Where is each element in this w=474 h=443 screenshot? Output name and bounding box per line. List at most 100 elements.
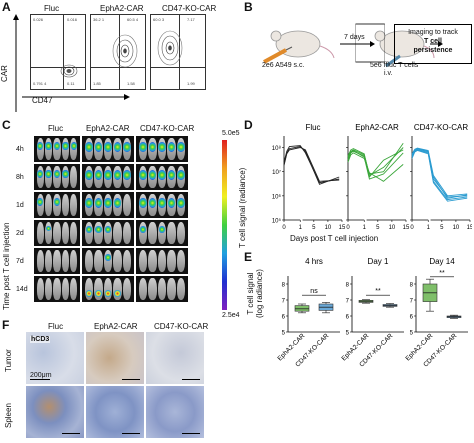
ihc-image [146,332,204,384]
y-tick-label: 8 [346,283,350,289]
quad-tr: 0.016 [67,17,78,22]
mouse-image [61,138,70,160]
bioluminescence-spot [45,226,52,232]
x-tick-label: 5 [312,225,316,231]
y-tick-label: 6 [282,315,286,321]
mouse-image [53,138,61,160]
bioluminescence-spot [85,198,93,208]
mouse-image [103,222,113,244]
mouse-image [113,222,122,244]
mouse-image [167,250,176,272]
bioluminescence-spot [158,226,166,233]
mouse-image [103,194,113,216]
y-tick-label: 5 [346,331,350,337]
mouse-image [53,250,61,272]
bioluminescence-spot [114,290,121,297]
ihc-title-cd47ko: CD47-KO-CAR [154,322,209,331]
y-tick-label: 10⁵ [272,218,282,225]
x-tick-label: 15 [467,225,472,231]
mouse-image [103,138,113,160]
mouse-image [148,250,157,272]
y-tick-label: 8 [282,283,286,289]
mouse-image [113,166,122,188]
box [294,305,310,312]
flow-title-fluc: Fluc [44,4,60,13]
mouse-image [113,138,122,160]
ivis-image [136,136,188,162]
bioluminescence-spot [148,142,157,152]
panel-d-xlabel: Days post T cell injection [290,234,379,243]
ivis-image [82,248,134,274]
x-tick-label: 0 [410,225,414,231]
ivis-image [34,220,80,246]
flow-title-epha2: EphA2-CAR [100,4,144,13]
flow-plot-epha2: 36.2 1 60.5 4 1.85 1.58 [90,14,146,90]
panel-a-ylabel: CAR [0,65,9,82]
mouse-image [36,138,44,160]
mouse-image [70,278,78,300]
mouse-image [148,138,157,160]
mouse-image [167,278,176,300]
mouse-image [113,250,122,272]
mouse-image [70,222,78,244]
bioluminescence-spot [158,170,166,180]
y-tick-label: 7 [282,299,286,305]
mouse-image [70,166,78,188]
bioluminescence-spot [37,198,44,207]
bioluminescence-spot [37,142,44,151]
panel-c-label: C [2,118,11,132]
bioluminescence-spot [113,198,122,208]
panel-b-label: B [244,0,253,14]
bioluminescence-spot [53,198,61,207]
mouse-image [61,222,70,244]
mouse-image [157,278,167,300]
bioluminescence-spot [104,142,112,152]
bioluminescence-spot [62,170,69,179]
series-line [411,149,468,201]
mouse-image [36,222,44,244]
quad-bl: 1.85 [93,81,101,86]
mouse-image [148,194,157,216]
mouse-image [167,166,176,188]
bioluminescence-spot [139,170,147,180]
mouse-image [44,194,53,216]
x-tick-label: 0 [282,225,286,231]
mouse-image [176,166,186,188]
mouse-icon-1 [270,30,335,59]
days-label: 7 days [344,34,365,41]
ivis-title-fluc: Fluc [48,124,64,133]
inject-label: 2e6 A549 s.c. [262,62,305,69]
panel-e-label: E [244,250,253,264]
bioluminescence-spot [95,226,102,233]
y-tick-label: 10⁶ [272,193,282,200]
ihc-row-spleen: Spleen [4,403,13,428]
panel-a-xlabel: CD47 [32,96,53,105]
mouse-image [44,166,53,188]
bioluminescence-spot [104,254,112,261]
quad-tl: 36.2 1 [93,17,105,22]
ivis-image [34,164,80,190]
box-title: Day 14 [429,257,455,266]
bioluminescence-spot [45,142,52,151]
mouse-image [122,250,132,272]
x-tick-label: 5 [376,225,380,231]
mouse-image [53,222,61,244]
bioluminescence-spot [177,198,185,208]
mouse-image [103,250,113,272]
x-tick-label: 15 [339,225,346,231]
imaging-box [355,23,385,63]
bioluminescence-spot [45,170,52,179]
chart-title: CD47-KO-CAR [414,123,468,132]
bioluminescence-spot [62,142,69,151]
mouse-image [122,138,132,160]
x-tick-label: 1 [363,225,367,231]
mouse-image [61,250,70,272]
quad-tr: 60.5 4 [127,17,139,22]
ivis-image [136,248,188,274]
flow-contour [157,30,183,66]
mouse-image [94,166,103,188]
ivis-image [82,164,134,190]
scale-bar [62,433,80,434]
